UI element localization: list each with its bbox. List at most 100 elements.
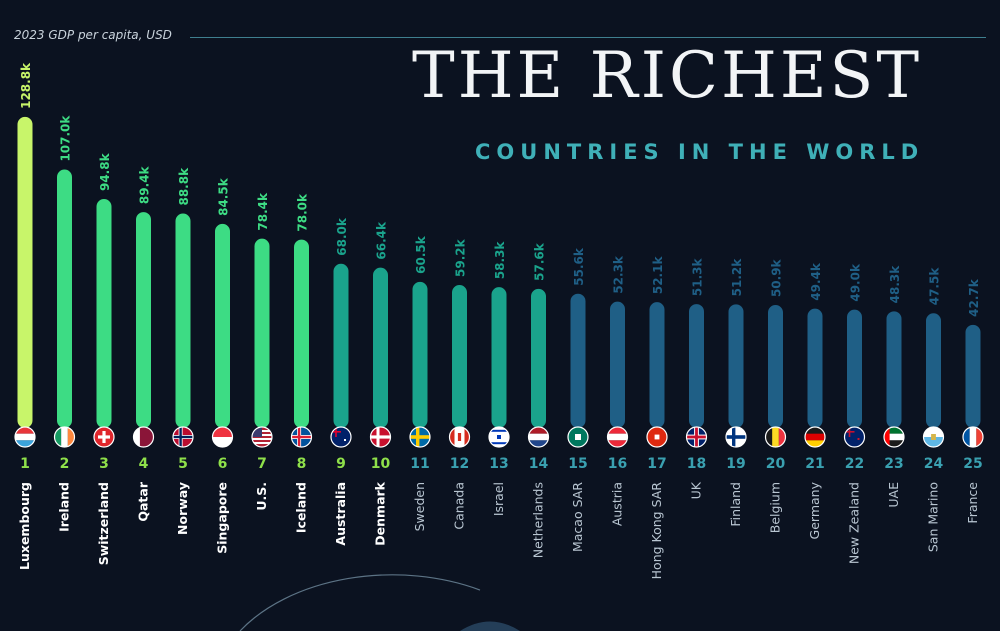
page-title: THE RICHEST bbox=[412, 39, 923, 113]
flag-sweden-icon bbox=[410, 427, 430, 447]
bar-uae bbox=[886, 311, 902, 428]
bar-france bbox=[965, 324, 981, 428]
rank-uae: 23 bbox=[884, 456, 903, 472]
value-label-austria: 52.3k bbox=[612, 255, 626, 294]
country-label-singapore: Singapore bbox=[215, 482, 230, 554]
flag-finland-icon bbox=[726, 427, 746, 447]
flag-denmark-icon bbox=[370, 427, 391, 447]
rank-uk: 18 bbox=[687, 456, 706, 472]
value-label-u-s: 78.4k bbox=[256, 192, 270, 231]
bar-canada bbox=[452, 285, 467, 428]
value-label-belgium: 50.9k bbox=[770, 258, 784, 297]
bar-u-s bbox=[254, 238, 270, 428]
rank-netherlands: 14 bbox=[529, 456, 549, 472]
bar-netherlands bbox=[531, 288, 546, 428]
country-label-austria: Austria bbox=[610, 482, 625, 526]
rank-new-zealand: 22 bbox=[845, 456, 864, 472]
flag-hong-kong-icon bbox=[647, 427, 667, 447]
globe-land bbox=[460, 621, 520, 631]
value-label-france: 42.7k bbox=[967, 278, 981, 317]
value-label-hong-kong-sar: 52.1k bbox=[651, 256, 665, 295]
flag-norway-icon bbox=[173, 427, 193, 447]
rank-belgium: 20 bbox=[766, 456, 786, 472]
value-label-luxembourg: 128.8k bbox=[19, 62, 33, 109]
value-label-finland: 51.2k bbox=[730, 258, 744, 297]
rank-france: 25 bbox=[963, 456, 982, 472]
bar-australia bbox=[333, 263, 349, 428]
bar-finland bbox=[728, 304, 744, 428]
bar-qatar bbox=[136, 212, 151, 428]
flag-ireland-icon bbox=[54, 427, 75, 447]
value-label-new-zealand: 49.0k bbox=[849, 263, 863, 302]
rank-u-s: 7 bbox=[257, 456, 267, 472]
country-label-belgium: Belgium bbox=[768, 482, 783, 533]
rank-norway: 5 bbox=[178, 456, 188, 472]
country-label-new-zealand: New Zealand bbox=[847, 482, 862, 564]
bar-austria bbox=[610, 301, 625, 428]
country-label-netherlands: Netherlands bbox=[531, 482, 546, 558]
rank-finland: 19 bbox=[726, 456, 745, 472]
flag-canada-icon bbox=[449, 427, 470, 447]
rank-luxembourg: 1 bbox=[20, 456, 30, 472]
value-label-denmark: 66.4k bbox=[375, 221, 389, 260]
country-label-iceland: Iceland bbox=[294, 482, 309, 533]
value-label-switzerland: 94.8k bbox=[98, 152, 112, 191]
flag-uae-icon bbox=[884, 427, 904, 447]
flag-new-zealand-icon bbox=[844, 427, 865, 447]
flag-us-icon bbox=[252, 427, 272, 447]
country-label-france: France bbox=[965, 482, 980, 524]
rank-qatar: 4 bbox=[139, 456, 149, 472]
value-label-ireland: 107.0k bbox=[59, 115, 73, 162]
value-label-sweden: 60.5k bbox=[414, 235, 428, 274]
value-label-australia: 68.0k bbox=[335, 217, 349, 256]
bar-luxembourg bbox=[17, 116, 33, 428]
value-label-canada: 59.2k bbox=[454, 238, 468, 277]
rank-denmark: 10 bbox=[371, 456, 391, 472]
flag-uk-icon bbox=[686, 427, 707, 447]
country-label-canada: Canada bbox=[452, 482, 467, 530]
value-label-iceland: 78.0k bbox=[296, 193, 310, 232]
bar-iceland bbox=[294, 239, 309, 428]
country-label-qatar: Qatar bbox=[136, 481, 151, 521]
flag-switzerland-icon bbox=[94, 427, 114, 447]
rank-ireland: 2 bbox=[60, 456, 70, 472]
country-label-norway: Norway bbox=[175, 482, 190, 535]
value-label-norway: 88.8k bbox=[177, 167, 191, 206]
flag-australia-icon bbox=[331, 427, 351, 447]
value-label-singapore: 84.5k bbox=[217, 177, 231, 216]
page-subtitle: COUNTRIES IN THE WORLD bbox=[475, 140, 925, 164]
globe-arc bbox=[239, 574, 481, 631]
unit-label: 2023 GDP per capita, USD bbox=[14, 28, 172, 42]
rank-austria: 16 bbox=[608, 456, 627, 472]
rank-san-marino: 24 bbox=[924, 456, 944, 472]
country-label-san-marino: San Marino bbox=[926, 482, 941, 552]
flag-singapore-icon bbox=[212, 427, 233, 447]
country-label-germany: Germany bbox=[807, 481, 822, 539]
unit-rule bbox=[190, 37, 986, 38]
bar-hong-kong-sar bbox=[649, 302, 665, 428]
bar-ireland bbox=[57, 169, 72, 429]
flag-luxembourg-icon bbox=[15, 427, 35, 447]
bar-sweden bbox=[412, 281, 428, 428]
country-label-australia: Australia bbox=[333, 482, 348, 546]
country-label-switzerland: Switzerland bbox=[96, 482, 111, 565]
flag-belgium-icon bbox=[765, 427, 786, 447]
country-label-u-s: U.S. bbox=[254, 482, 269, 511]
flag-san-marino-icon bbox=[923, 427, 944, 447]
country-label-denmark: Denmark bbox=[373, 481, 388, 545]
rank-sweden: 11 bbox=[410, 456, 429, 472]
value-label-macao-sar: 55.6k bbox=[572, 247, 586, 286]
flag-austria-icon bbox=[607, 427, 628, 447]
bar-norway bbox=[175, 213, 191, 428]
country-label-hong-kong-sar: Hong Kong SAR bbox=[649, 482, 664, 580]
value-label-san-marino: 47.5k bbox=[928, 267, 942, 306]
rank-hong-kong-sar: 17 bbox=[647, 456, 666, 472]
rank-macao-sar: 15 bbox=[568, 456, 587, 472]
bar-new-zealand bbox=[847, 309, 862, 428]
rank-iceland: 8 bbox=[297, 456, 307, 472]
country-label-israel: Israel bbox=[491, 482, 506, 516]
bar-germany bbox=[807, 308, 823, 428]
country-label-uk: UK bbox=[689, 481, 704, 499]
country-label-finland: Finland bbox=[728, 482, 743, 527]
